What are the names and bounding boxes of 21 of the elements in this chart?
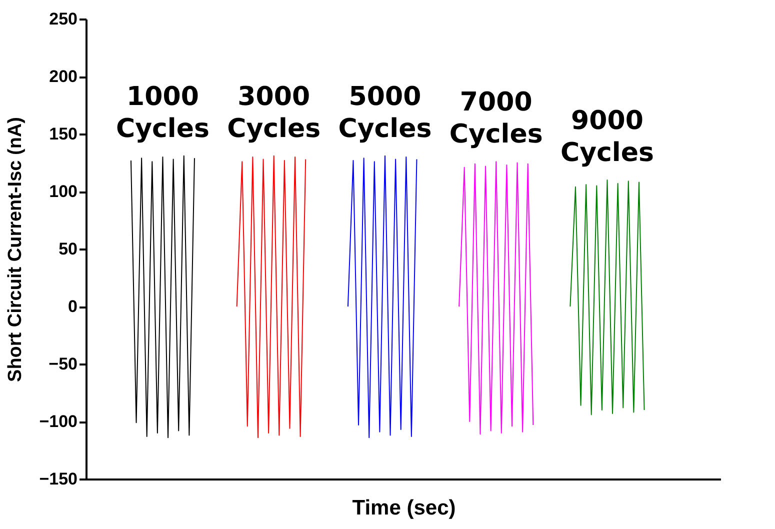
- y-tick-label: 200: [49, 67, 78, 86]
- series-label: 9000 Cycles: [560, 106, 654, 168]
- y-tick-label: 250: [49, 10, 78, 28]
- y-tick-label: −100: [39, 412, 78, 431]
- line-series: [458, 161, 534, 435]
- line-series: [570, 180, 645, 416]
- y-tick-label: −150: [39, 470, 78, 488]
- y-tick-label: 50: [58, 240, 78, 258]
- line-series: [347, 155, 418, 438]
- y-axis-title: Short Circuit Current-Isc (nA): [5, 117, 26, 382]
- x-axis-title: Time (sec): [352, 496, 456, 520]
- y-tick-label: 100: [49, 182, 78, 201]
- line-series: [130, 155, 195, 438]
- series-label: 7000 Cycles: [449, 88, 543, 150]
- line-series: [236, 155, 306, 438]
- series-label: 1000 Cycles: [116, 82, 210, 144]
- series-label: 3000 Cycles: [227, 82, 321, 144]
- y-tick-label: 150: [49, 124, 78, 144]
- series-label: 5000 Cycles: [338, 82, 432, 144]
- y-tick-label: 0: [68, 297, 78, 316]
- y-tick-label: −50: [48, 354, 78, 374]
